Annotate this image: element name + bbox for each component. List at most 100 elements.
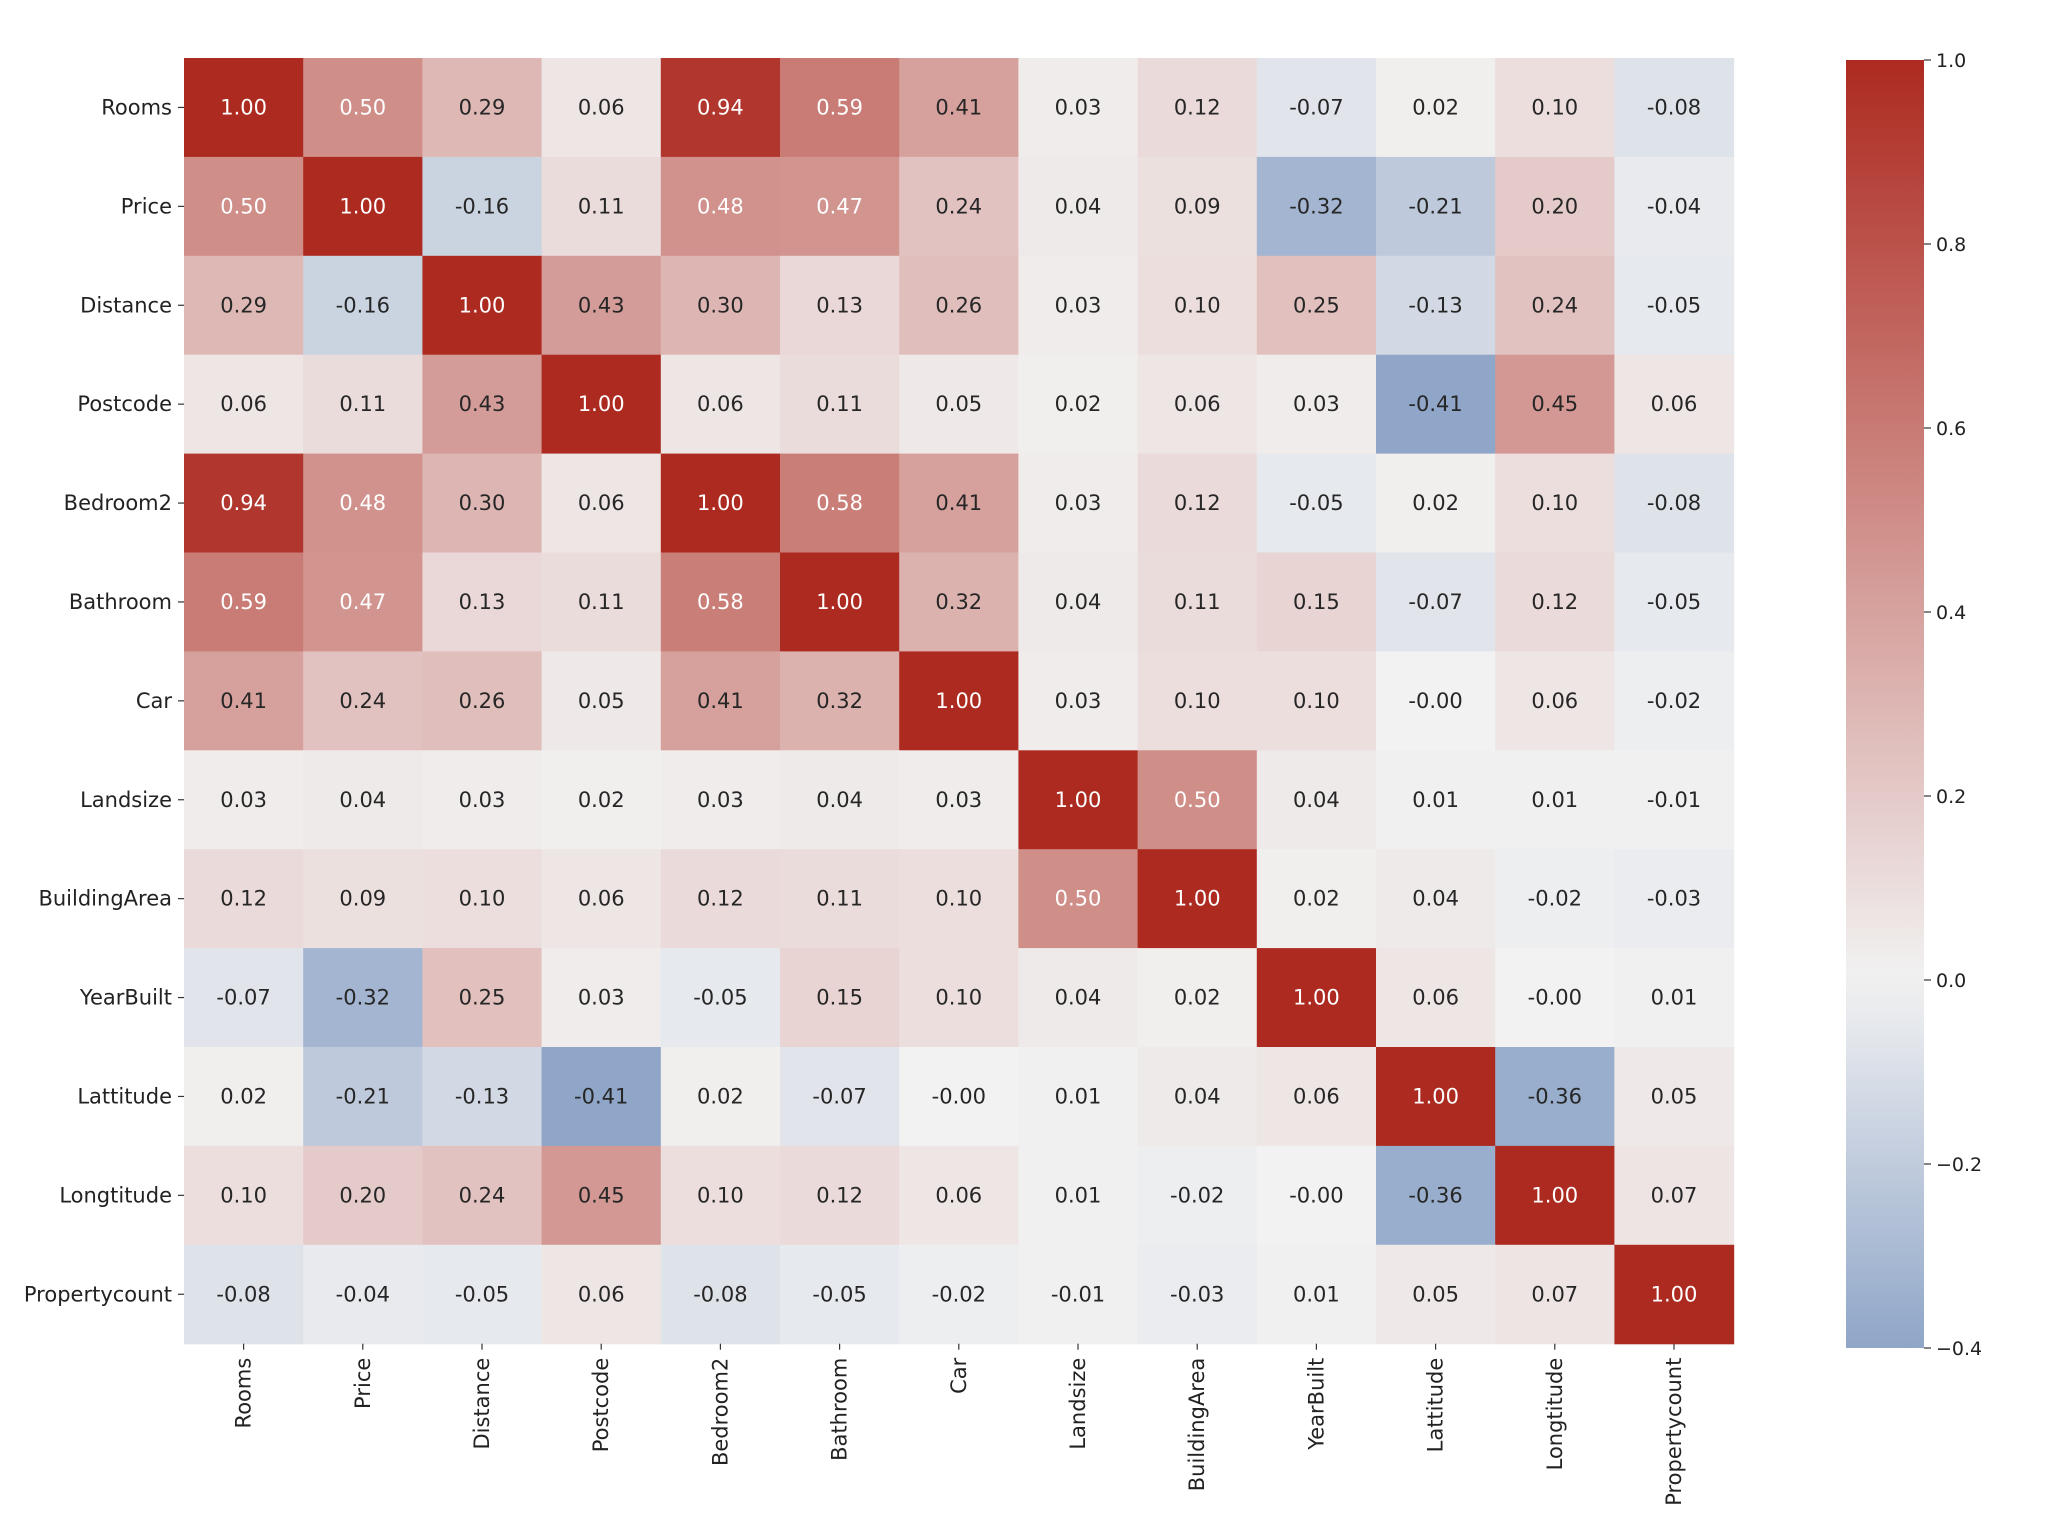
heatmap-cell [541,948,662,1048]
heatmap-cell [184,948,304,1048]
x-tick-label: BuildingArea [1185,1358,1209,1492]
heatmap-cell [303,1145,423,1246]
cell-value-label: 0.30 [697,293,744,317]
heatmap-cell [660,849,781,949]
cell-value-label: 0.94 [220,491,267,515]
colorbar-gradient [1846,60,1924,1348]
heatmap-cell [541,1145,662,1246]
cell-value-label: 0.47 [816,194,863,218]
heatmap-cell [1018,750,1139,850]
colorbar-tick-label: 0.8 [1936,234,1966,256]
y-axis: Rooms Price Distance Postcode Bedroom2 Bathro… [24,95,184,1306]
cell-value-label: -0.05 [1647,590,1701,614]
cell-value-label: -0.05 [1647,293,1701,317]
cell-value-label: 0.26 [935,293,982,317]
cell-value-label: 0.10 [459,887,506,911]
cell-value-label: 0.10 [1531,95,1578,119]
heatmap-cell [1137,651,1258,751]
cell-value-label: -0.02 [932,1282,986,1306]
cell-value-label: 0.09 [1174,194,1221,218]
heatmap-cell [899,750,1019,850]
heatmap-cell [303,651,423,751]
heatmap-cell [1376,948,1496,1048]
cell-value-label: 0.12 [1531,590,1578,614]
heatmap-cell [184,156,304,257]
heatmap-cell [780,453,900,554]
heatmap-cell [899,651,1019,751]
cell-value-label: 0.11 [1174,590,1221,614]
heatmap-cell [1137,354,1258,455]
cell-value-label: 0.05 [935,392,982,416]
cell-value-label: 0.04 [1293,788,1340,812]
cell-value-label: 0.13 [816,293,863,317]
heatmap-cell [1495,849,1615,949]
y-tick-label: Bedroom2 [64,491,172,515]
cell-value-label: 1.00 [220,95,267,119]
heatmap-cell [541,58,662,158]
cell-value-label: 0.03 [1293,392,1340,416]
heatmap-cell [422,354,543,455]
heatmap-cell [1614,948,1735,1048]
heatmap-cell [1495,1047,1615,1147]
cell-value-label: 0.15 [1293,590,1340,614]
cell-value-label: 0.07 [1531,1282,1578,1306]
y-tick-label: Lattitude [77,1084,172,1108]
heatmap-cell [1376,156,1496,257]
heatmap-cell [422,255,543,356]
heatmap-cell [899,948,1019,1048]
cell-value-label: 0.04 [1174,1084,1221,1108]
heatmap-cell [422,58,543,158]
heatmap-cell [1018,1244,1139,1345]
cell-value-label: 0.03 [220,788,267,812]
cell-value-label: 1.00 [1293,986,1340,1010]
heatmap-cell [541,552,662,652]
heatmap-cell [541,156,662,257]
heatmap-cell [184,1047,304,1147]
colorbar-tick-label: 0.2 [1936,786,1966,808]
cell-value-label: 0.58 [816,491,863,515]
cell-value-label: 0.41 [935,491,982,515]
x-tick-label: Bathroom [828,1358,852,1461]
cell-value-label: -0.13 [1408,293,1462,317]
cell-value-label: -0.07 [216,986,270,1010]
cell-value-label: 0.32 [816,689,863,713]
heatmap-cell [1256,354,1377,455]
heatmap-cell [184,1145,304,1246]
heatmap-cell [184,1244,304,1345]
x-tick-label: Price [351,1358,375,1409]
cell-value-label: 0.10 [697,1183,744,1207]
colorbar-tick-label: 0.4 [1936,602,1966,624]
cell-value-label: 0.41 [697,689,744,713]
cell-value-label: 0.12 [697,887,744,911]
heatmap-cell [303,849,423,949]
cell-value-label: 0.05 [1412,1282,1459,1306]
heatmap-cell [1018,1145,1139,1246]
x-tick-label: Longtitude [1543,1358,1567,1471]
cell-value-label: -0.00 [1408,689,1462,713]
cell-value-label: 0.24 [1531,293,1578,317]
cell-value-label: 0.02 [220,1084,267,1108]
heatmap-cell [184,255,304,356]
cell-value-label: -0.05 [1289,491,1343,515]
heatmap-cell [1256,552,1377,652]
cell-value-label: 0.04 [1412,887,1459,911]
heatmap-cell [899,1047,1019,1147]
heatmap-cell [1018,255,1139,356]
cell-value-label: -0.03 [1170,1282,1224,1306]
heatmap-cell [1137,948,1258,1048]
cell-value-label: 0.04 [816,788,863,812]
heatmap-cell [660,1047,781,1147]
cell-value-label: 0.06 [1174,392,1221,416]
cell-value-label: 0.02 [1412,491,1459,515]
cell-value-label: 0.50 [1174,788,1221,812]
cell-value-label: 0.03 [935,788,982,812]
heatmap-cell [780,552,900,652]
cell-value-label: 0.58 [697,590,744,614]
heatmap-cell [1256,750,1377,850]
heatmap-cell [1614,849,1735,949]
cell-value-label: 0.04 [1055,590,1102,614]
heatmap-cell [660,156,781,257]
heatmap-cell [1376,750,1496,850]
cell-value-label: 0.06 [578,887,625,911]
heatmap-cell [184,58,304,158]
